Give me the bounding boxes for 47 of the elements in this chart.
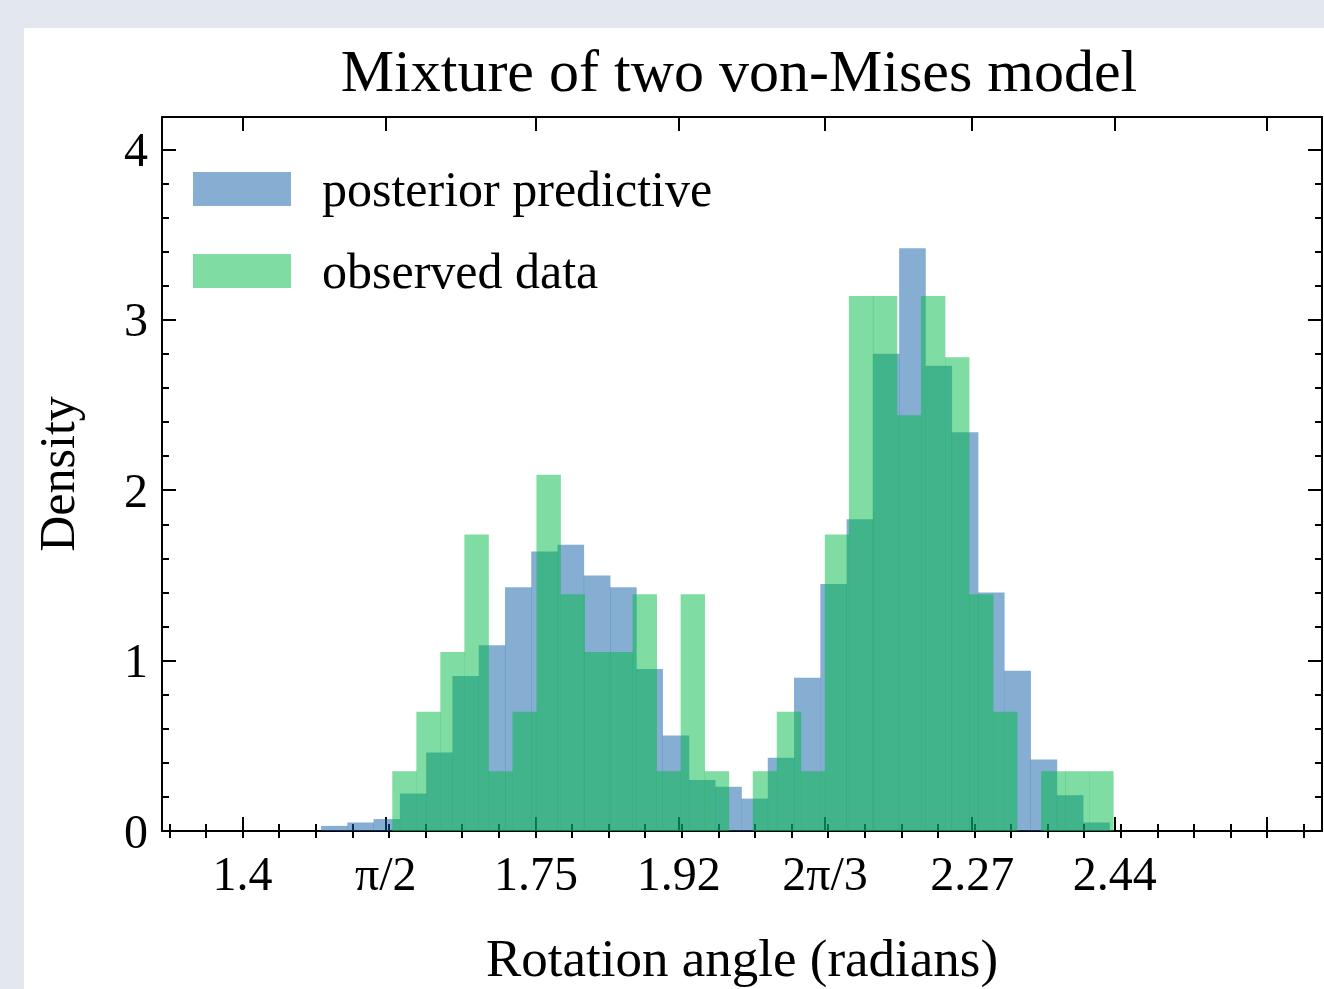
y-tick-label: 4 bbox=[124, 122, 148, 176]
legend-label: observed data bbox=[322, 243, 599, 299]
bar bbox=[1089, 771, 1114, 831]
bar bbox=[392, 771, 417, 831]
legend-label: posterior predictive bbox=[322, 161, 713, 217]
bar bbox=[945, 357, 970, 831]
bar bbox=[321, 825, 348, 831]
y-tick-label: 2 bbox=[124, 463, 148, 517]
bar bbox=[560, 594, 585, 831]
bar bbox=[969, 594, 994, 831]
y-tick-label: 3 bbox=[124, 293, 148, 347]
bar bbox=[440, 652, 465, 831]
bar bbox=[800, 771, 826, 831]
bar bbox=[1065, 771, 1090, 831]
bar bbox=[1041, 771, 1066, 831]
bar bbox=[488, 771, 513, 831]
bar bbox=[993, 711, 1018, 831]
bar bbox=[347, 822, 374, 831]
y-axis-title: Density bbox=[29, 396, 85, 552]
bar bbox=[512, 711, 537, 831]
x-tick-label: 2.44 bbox=[1072, 846, 1157, 900]
y-tick-label: 0 bbox=[124, 804, 148, 858]
bar bbox=[896, 415, 922, 831]
bar bbox=[704, 771, 730, 831]
bar bbox=[536, 474, 561, 831]
bar bbox=[464, 534, 489, 831]
bar bbox=[824, 534, 850, 831]
bar bbox=[608, 652, 633, 831]
bar bbox=[584, 652, 609, 831]
x-tick-label: 2π/3 bbox=[782, 846, 868, 900]
x-tick-label: 2.27 bbox=[930, 846, 1015, 900]
bar bbox=[656, 771, 682, 831]
bar bbox=[872, 295, 898, 831]
chart-title: Mixture of two von-Mises model bbox=[340, 38, 1138, 104]
bar bbox=[848, 295, 874, 831]
x-tick-label: 1.75 bbox=[494, 846, 579, 900]
x-axis-title: Rotation angle (radians) bbox=[485, 928, 999, 988]
bar bbox=[920, 295, 946, 831]
y-tick-label: 1 bbox=[124, 634, 148, 688]
x-tick-label: 1.4 bbox=[212, 846, 273, 900]
bar bbox=[632, 594, 657, 831]
x-tick-label: π/2 bbox=[354, 846, 417, 900]
bar bbox=[776, 711, 802, 831]
bar bbox=[752, 771, 778, 831]
bar bbox=[416, 711, 441, 831]
x-tick-label: 1.92 bbox=[636, 846, 721, 900]
bar bbox=[680, 594, 706, 831]
